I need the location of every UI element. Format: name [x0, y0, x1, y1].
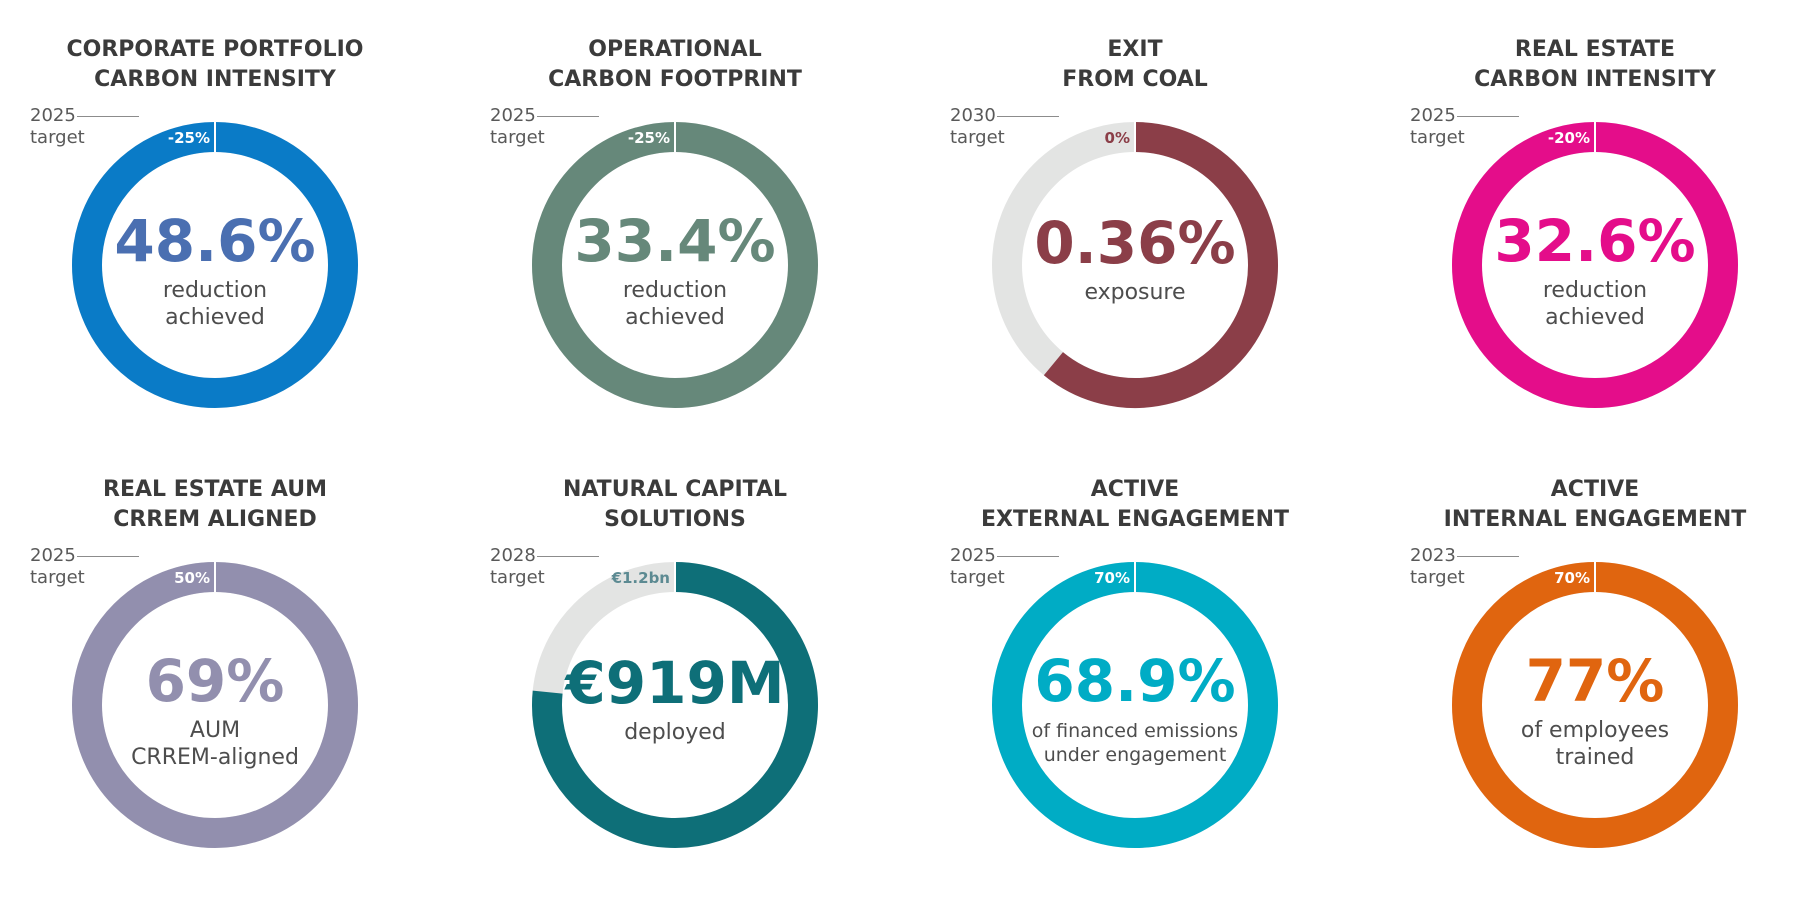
target-value-label: 70%: [1094, 569, 1130, 587]
target-year-label: 2025: [950, 545, 996, 566]
kpi-caption: reduction: [1543, 278, 1647, 303]
chart-title: OPERATIONAL: [588, 37, 762, 62]
chart-title: CORPORATE PORTFOLIO: [66, 37, 364, 62]
kpi-card: NATURAL CAPITAL SOLUTIONS 2028 target €1.2bn…: [465, 475, 885, 905]
chart-title: ACTIVE: [1090, 477, 1180, 502]
chart-title: NATURAL CAPITAL: [562, 477, 788, 502]
kpi-value: 33.4%: [574, 207, 775, 275]
chart-title: CARBON INTENSITY: [94, 67, 336, 92]
target-value-label: 70%: [1554, 569, 1590, 587]
target-value-label: 0%: [1105, 129, 1130, 147]
kpi-caption: achieved: [165, 305, 265, 330]
chart-title: CARBON INTENSITY: [1474, 67, 1716, 92]
chart-title: REAL ESTATE: [1514, 37, 1676, 62]
chart-title: CARBON FOOTPRINT: [548, 67, 802, 92]
target-leader-line: [77, 556, 139, 557]
target-word-label: target: [1410, 127, 1465, 148]
kpi-card: ACTIVE INTERNAL ENGAGEMENT 2023 target 70% 77…: [1385, 475, 1799, 905]
kpi-caption: under engagement: [1044, 744, 1227, 766]
target-leader-line: [77, 116, 139, 117]
target-word-label: target: [490, 127, 545, 148]
kpi-card: REAL ESTATE AUM CRREM ALIGNED 2025 target 50…: [5, 475, 425, 905]
chart-title: EXTERNAL ENGAGEMENT: [980, 507, 1290, 532]
kpi-value: 77%: [1526, 647, 1665, 715]
donut-chart: €1.2bn €919M deployed: [532, 562, 818, 848]
kpi-caption: achieved: [1545, 305, 1645, 330]
target-year-label: 2025: [1410, 105, 1456, 126]
target-leader-line: [537, 556, 599, 557]
target-word-label: target: [30, 127, 85, 148]
kpi-card: OPERATIONAL CARBON FOOTPRINT 2025 target -25…: [465, 35, 885, 465]
donut-chart: 0% 0.36% exposure: [992, 122, 1278, 408]
chart-title: ACTIVE: [1550, 477, 1640, 502]
kpi-caption: of employees: [1521, 718, 1669, 743]
kpi-caption: exposure: [1084, 280, 1185, 305]
target-leader-line: [997, 116, 1059, 117]
target-word-label: target: [1410, 567, 1465, 588]
kpi-value: 32.6%: [1494, 207, 1695, 275]
target-leader-line: [1457, 116, 1519, 117]
kpi-caption: deployed: [624, 720, 726, 745]
kpi-caption: AUM: [190, 718, 240, 743]
kpi-card: ACTIVE EXTERNAL ENGAGEMENT 2025 target 70% 68…: [925, 475, 1345, 905]
kpi-caption: of financed emissions: [1032, 720, 1238, 742]
kpi-card: REAL ESTATE CARBON INTENSITY 2025 target -20…: [1385, 35, 1799, 465]
kpi-value: 0.36%: [1034, 209, 1235, 277]
target-year-label: 2025: [490, 105, 536, 126]
kpi-value: 48.6%: [114, 207, 315, 275]
target-leader-line: [997, 556, 1059, 557]
target-value-label: -25%: [168, 129, 210, 147]
kpi-value: €919M: [563, 649, 784, 717]
target-year-label: 2025: [30, 545, 76, 566]
chart-title: FROM COAL: [1062, 67, 1208, 92]
kpi-value: 69%: [146, 647, 285, 715]
target-leader-line: [537, 116, 599, 117]
target-value-label: 50%: [174, 569, 210, 587]
kpi-caption: achieved: [625, 305, 725, 330]
kpi-caption: trained: [1556, 745, 1635, 770]
target-word-label: target: [30, 567, 85, 588]
target-word-label: target: [950, 127, 1005, 148]
target-word-label: target: [490, 567, 545, 588]
kpi-caption: CRREM-aligned: [131, 745, 299, 770]
target-year-label: 2030: [950, 105, 996, 126]
chart-title: EXIT: [1107, 37, 1163, 62]
target-leader-line: [1457, 556, 1519, 557]
kpi-caption: reduction: [163, 278, 267, 303]
target-year-label: 2023: [1410, 545, 1456, 566]
target-value-label: €1.2bn: [611, 569, 670, 587]
chart-title: CRREM ALIGNED: [113, 507, 317, 532]
kpi-card: CORPORATE PORTFOLIO CARBON INTENSITY 2025 t…: [5, 35, 425, 465]
target-word-label: target: [950, 567, 1005, 588]
target-value-label: -25%: [628, 129, 670, 147]
kpi-caption: reduction: [623, 278, 727, 303]
target-year-label: 2025: [30, 105, 76, 126]
kpi-card: EXIT FROM COAL 2030 target 0% 0.36% exposure: [925, 35, 1345, 465]
donut-progress-arc: [1043, 122, 1278, 408]
chart-title: SOLUTIONS: [604, 507, 746, 532]
target-value-label: -20%: [1548, 129, 1590, 147]
kpi-value: 68.9%: [1034, 647, 1235, 715]
chart-title: INTERNAL ENGAGEMENT: [1443, 507, 1747, 532]
donut-progress-arc: [532, 562, 818, 848]
target-year-label: 2028: [490, 545, 536, 566]
chart-title: REAL ESTATE AUM: [103, 477, 327, 502]
